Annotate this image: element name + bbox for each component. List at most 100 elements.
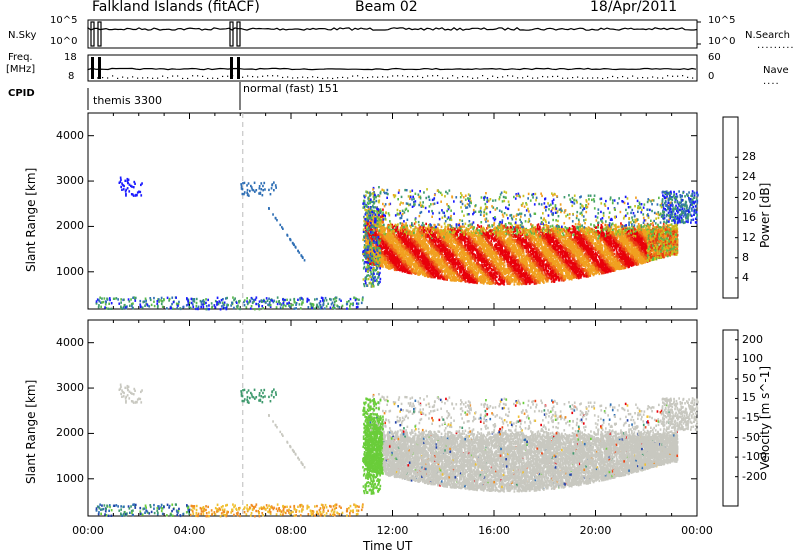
data-cell — [322, 506, 324, 509]
data-cell — [349, 304, 351, 308]
data-cell — [648, 432, 651, 435]
data-cell — [254, 515, 256, 518]
data-cell — [307, 513, 310, 516]
nave-dot — [677, 75, 679, 77]
data-cell — [189, 513, 192, 517]
data-cell — [535, 489, 538, 492]
data-cell — [187, 302, 190, 305]
data-cell — [241, 192, 244, 196]
data-cell — [320, 513, 323, 516]
data-cell — [425, 436, 428, 439]
data-cell — [131, 400, 134, 403]
data-cell — [258, 515, 261, 518]
data-cell — [279, 223, 282, 227]
data-cell — [549, 470, 551, 473]
data-cell — [261, 300, 263, 303]
data-cell — [334, 297, 336, 300]
nave-dot — [642, 76, 644, 79]
data-cell — [319, 304, 321, 307]
data-cell — [120, 306, 123, 310]
data-cell — [258, 394, 261, 397]
nave-dot — [537, 77, 539, 79]
data-cell — [263, 505, 265, 509]
data-cell — [208, 511, 210, 514]
data-cell — [533, 438, 536, 441]
data-cell — [340, 506, 342, 509]
data-cell — [286, 505, 288, 508]
data-cell — [549, 459, 551, 463]
data-cell — [249, 396, 251, 400]
data-cell — [249, 514, 252, 517]
data-cell — [348, 300, 350, 303]
data-cell — [533, 240, 535, 244]
data-cell — [129, 304, 131, 307]
data-cell — [534, 228, 536, 231]
nave-dot — [147, 77, 149, 79]
data-cell — [107, 307, 110, 310]
data-cell — [131, 304, 133, 307]
data-cell — [248, 401, 250, 404]
data-cell — [260, 188, 263, 191]
data-cell — [311, 510, 314, 513]
data-cell — [123, 184, 125, 188]
data-cell — [95, 300, 98, 303]
data-cell — [534, 435, 536, 438]
data-cell — [473, 273, 476, 276]
data-cell — [264, 395, 266, 398]
data-cell — [276, 509, 279, 513]
data-cell — [412, 474, 415, 478]
nave-dot — [462, 75, 464, 78]
data-cell — [612, 230, 614, 234]
data-cell — [484, 440, 486, 444]
data-cell — [382, 468, 384, 471]
data-cell — [530, 459, 533, 463]
data-cell — [226, 503, 228, 507]
data-cell — [356, 305, 359, 309]
data-cell — [264, 507, 267, 511]
data-cell — [517, 226, 519, 229]
data-cell — [225, 307, 228, 311]
data-cell — [125, 395, 127, 399]
data-cell — [158, 505, 160, 508]
data-cell — [179, 514, 182, 517]
data-cell — [537, 477, 539, 481]
data-cell — [150, 510, 153, 514]
data-cell — [100, 508, 102, 511]
data-cell — [161, 512, 164, 515]
nave-dot — [632, 75, 634, 77]
data-cell — [120, 505, 122, 508]
data-cell — [353, 503, 356, 507]
data-cell — [412, 267, 415, 271]
data-cell — [616, 236, 619, 240]
data-cell — [202, 305, 205, 309]
data-cell — [222, 303, 225, 306]
data-cell — [258, 507, 261, 510]
data-cell — [130, 391, 132, 395]
data-cell — [497, 442, 500, 446]
data-cell — [200, 305, 202, 309]
data-cell — [227, 303, 229, 307]
data-cell — [186, 297, 188, 300]
data-cell — [150, 303, 153, 307]
data-cell — [351, 302, 354, 306]
nave-dot — [332, 77, 334, 80]
data-cell — [437, 238, 439, 241]
data-cell — [298, 510, 301, 513]
nave-dot — [577, 76, 579, 78]
data-cell — [125, 399, 127, 403]
nave-dot — [377, 76, 379, 78]
data-cell — [349, 504, 352, 508]
data-cell — [382, 261, 384, 264]
data-cell — [470, 487, 473, 491]
nave-dot — [167, 77, 169, 79]
data-cell — [301, 504, 303, 507]
data-cell — [517, 243, 520, 246]
data-cell — [130, 302, 133, 306]
nave-dot — [607, 77, 609, 79]
data-cell — [593, 230, 595, 234]
data-cell — [250, 296, 253, 300]
data-cell — [497, 235, 500, 239]
data-cell — [464, 242, 466, 245]
data-cell — [302, 298, 304, 301]
data-cell — [592, 250, 594, 254]
